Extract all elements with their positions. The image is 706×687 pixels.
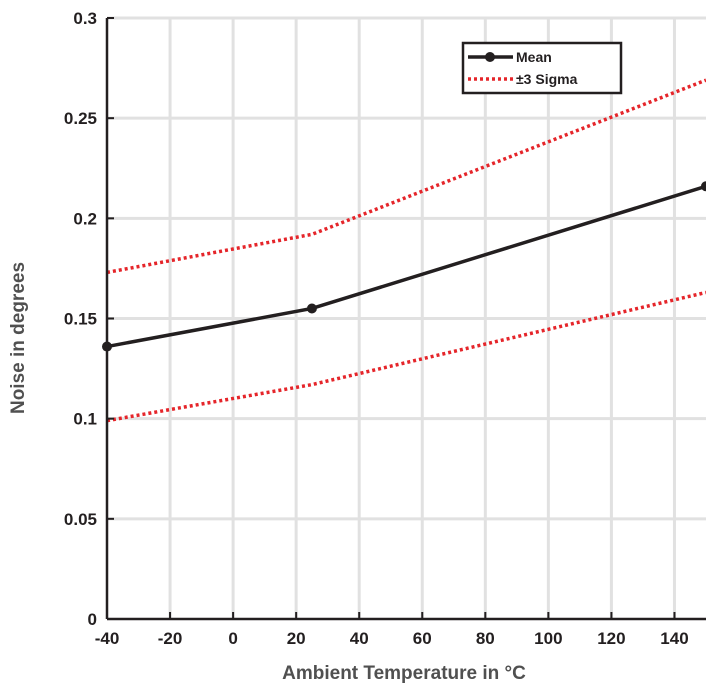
- y-axis-title: Noise in degrees: [8, 262, 29, 414]
- legend-mean-label: Mean: [516, 49, 552, 65]
- y-tick-label: 0.05: [64, 510, 97, 529]
- mean-point: [306, 303, 317, 314]
- x-tick-label: -40: [95, 629, 120, 648]
- x-tick-label: 60: [413, 629, 432, 648]
- x-tick-label: 40: [350, 629, 369, 648]
- legend-box: [461, 41, 623, 95]
- tick-labels: -40 -20 0 20 40 60 80 100 120 140 0 0.05 0.1 0.15 0.2 0…: [64, 9, 689, 648]
- y-tick-label: 0.3: [73, 9, 97, 28]
- x-tick-label: -20: [158, 629, 183, 648]
- y-tick-label: 0: [88, 610, 97, 629]
- legend-mean-marker: [485, 52, 495, 62]
- x-tick-label: 100: [534, 629, 562, 648]
- legend: Mean ±3 Sigma: [461, 41, 623, 95]
- x-tick-label: 140: [660, 629, 688, 648]
- x-axis-title: Ambient Temperature in °C: [282, 663, 526, 684]
- y-tick-label: 0.2: [73, 209, 97, 228]
- y-tick-label: 0.25: [64, 109, 97, 128]
- x-tick-label: 120: [597, 629, 625, 648]
- y-tick-label: 0.1: [73, 410, 97, 429]
- legend-sigma-label: ±3 Sigma: [516, 71, 578, 87]
- mean-point: [701, 181, 706, 192]
- axes: [105, 17, 706, 621]
- x-tick-label: 20: [287, 629, 306, 648]
- x-tick-label: 80: [476, 629, 495, 648]
- y-tick-label: 0.15: [64, 310, 97, 329]
- x-tick-label: 0: [228, 629, 237, 648]
- series-layer: [102, 78, 706, 423]
